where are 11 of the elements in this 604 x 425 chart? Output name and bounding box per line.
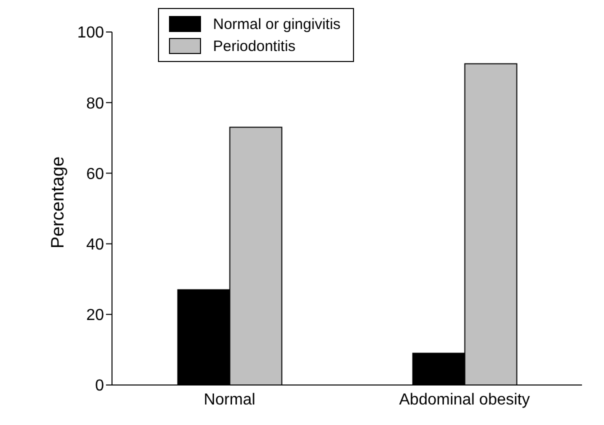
x-tick-label: Abdominal obesity (399, 391, 530, 408)
legend-label: Periodontitis (213, 38, 296, 54)
y-tick-label: 60 (86, 166, 104, 183)
x-tick-label: Normal (204, 391, 256, 408)
y-tick-label: 80 (86, 95, 104, 112)
y-tick-label: 0 (95, 378, 104, 395)
y-tick-label: 40 (86, 236, 104, 254)
y-tick-label: 100 (77, 24, 104, 42)
y-axis-title: Percentage (47, 156, 68, 248)
y-tick-label: 20 (86, 307, 104, 324)
legend-label: Normal or gingivitis (213, 16, 341, 32)
